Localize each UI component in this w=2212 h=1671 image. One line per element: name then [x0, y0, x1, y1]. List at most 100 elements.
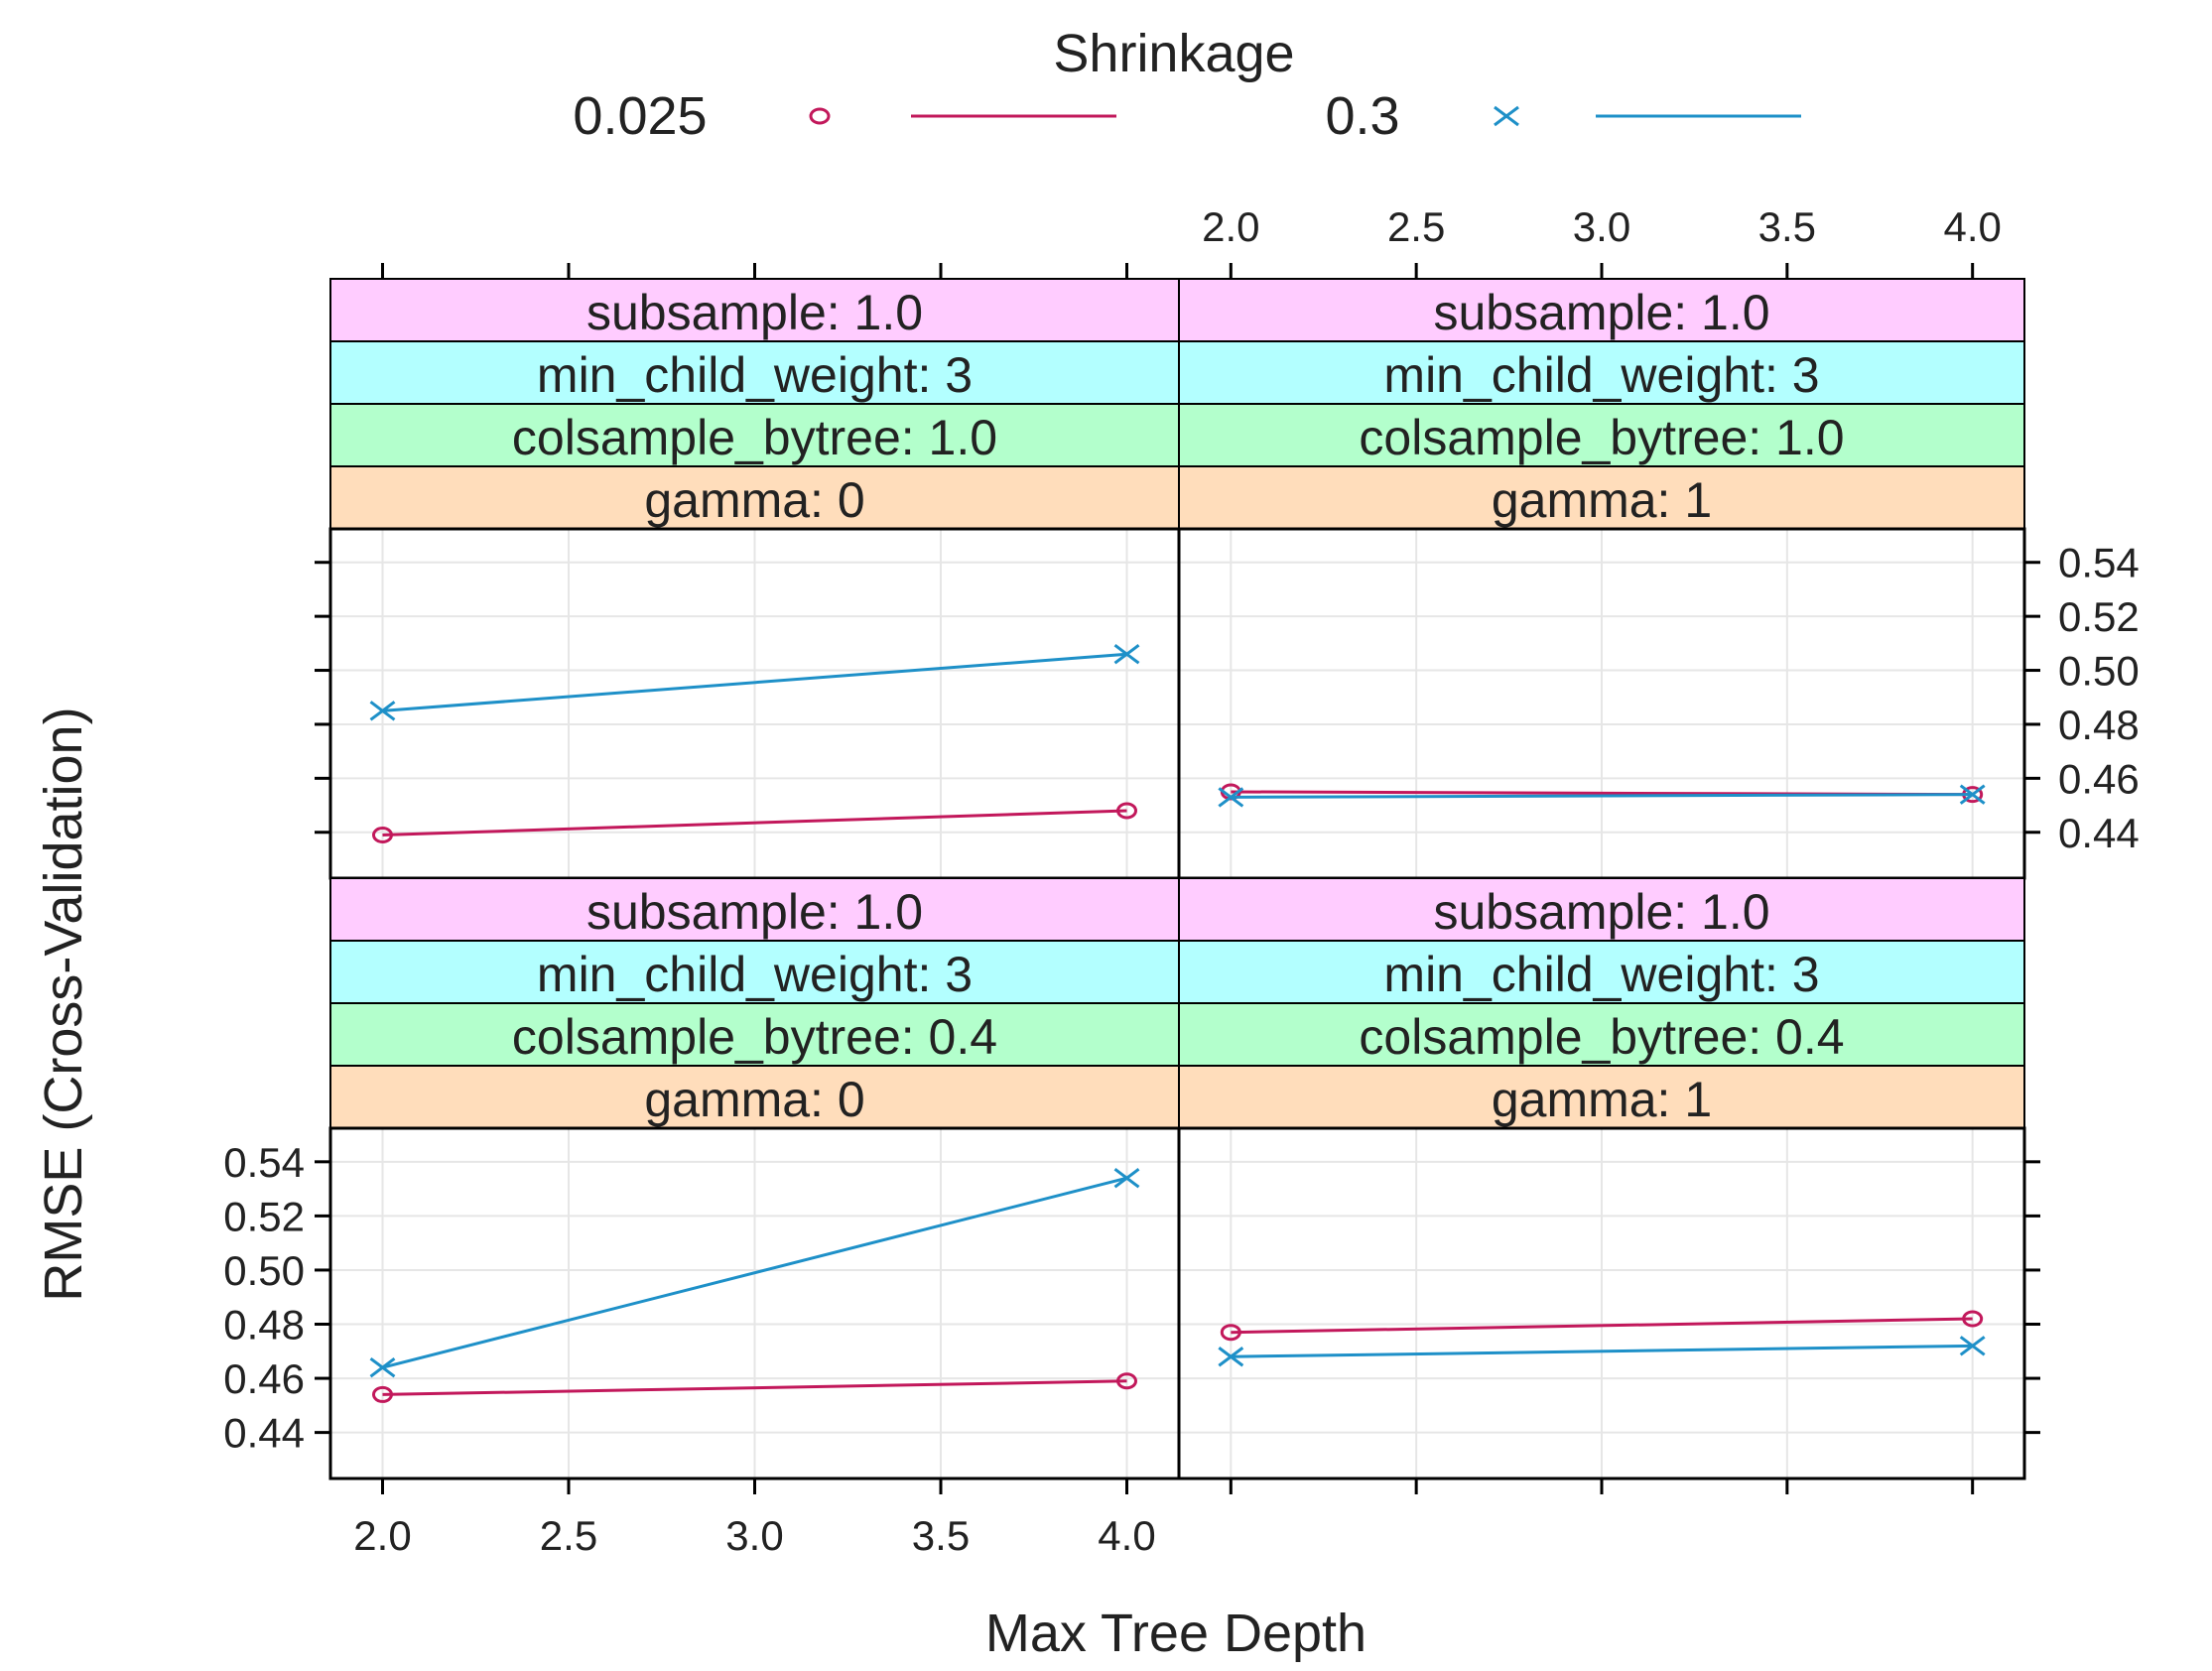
y-tick-label: 0.46 [2058, 755, 2140, 802]
y-tick-label: 0.46 [223, 1355, 305, 1402]
data-point-03-0-stroke-b [1218, 1347, 1244, 1367]
data-point-03-0 [369, 1356, 396, 1378]
y-tick-label: 0.52 [2058, 593, 2140, 640]
y-tick-label: 0.44 [223, 1410, 305, 1457]
legend-label-03: 0.3 [1325, 86, 1399, 146]
data-point-03-0-stroke-b [369, 1356, 396, 1378]
x-tick-label: 2.0 [1202, 203, 1259, 250]
x-tick-label: 2.5 [1387, 203, 1445, 250]
y-tick-label: 0.50 [2058, 648, 2140, 695]
data-point-03-0 [369, 701, 396, 721]
strip-label: min_child_weight: 3 [1383, 947, 1819, 1002]
grid [330, 1128, 1179, 1478]
panel-bottom-left: subsample: 1.0 min_child_weight: 3 colsamp… [223, 877, 1181, 1559]
x-tick-label: 2.0 [353, 1512, 411, 1559]
data-point-03-1-stroke-b [1959, 784, 1986, 805]
x-tick-label: 3.0 [725, 1512, 783, 1559]
data-point-0025-0 [1220, 1324, 1241, 1342]
data-point-03-1 [1113, 644, 1140, 665]
data-point-0025-0 [372, 826, 393, 843]
strip-label: gamma: 1 [1492, 472, 1712, 528]
data-point-0025-1 [1116, 1372, 1137, 1390]
strip-label: colsample_bytree: 0.4 [1359, 1009, 1844, 1065]
data-point-03-0-stroke-b [1218, 787, 1244, 808]
strip-label: subsample: 1.0 [1433, 884, 1769, 940]
y-tick-label: 0.50 [223, 1247, 305, 1294]
strip-min-child-weight [329, 940, 1180, 1004]
y-tick-label: 0.48 [2058, 702, 2140, 748]
strip-label: colsample_bytree: 1.0 [512, 410, 997, 465]
x-tick-label: 2.5 [540, 1512, 597, 1559]
strip-colsample-bytree [329, 1002, 1180, 1067]
data-point-03-0 [1218, 1347, 1244, 1367]
strip-label: subsample: 1.0 [1433, 285, 1769, 340]
strip-label: subsample: 1.0 [586, 884, 923, 940]
panel-top-right: subsample: 1.0 min_child_weight: 3 colsamp… [1177, 203, 2140, 880]
strip-gamma [1178, 465, 2025, 530]
data-point-03-1-stroke-b [1113, 1167, 1140, 1189]
y-tick-label: 0.44 [2058, 810, 2140, 856]
legend: Shrinkage 0.025 0.3 [573, 24, 1801, 146]
data-point-03-1 [1113, 1167, 1140, 1189]
x-axis-title: Max Tree Depth [985, 1604, 1366, 1663]
y-tick-label: 0.54 [223, 1139, 305, 1186]
legend-x-marker-icon [1494, 105, 1519, 127]
strip-gamma [329, 1065, 1180, 1129]
legend-x-marker [1494, 105, 1519, 127]
legend-circle-marker [809, 107, 831, 125]
x-tick-label: 3.0 [1573, 203, 1630, 250]
strip-label: colsample_bytree: 1.0 [1359, 410, 1844, 465]
data-point-0025-1 [1116, 802, 1137, 820]
x-tick-label: 3.5 [912, 1512, 970, 1559]
y-axis-title: RMSE (Cross-Validation) [34, 707, 93, 1301]
strip-label: min_child_weight: 3 [537, 947, 973, 1002]
data-point-03-1-stroke-b [1113, 644, 1140, 665]
strip-label: gamma: 1 [1492, 1072, 1712, 1127]
panel-bottom-right: subsample: 1.0 min_child_weight: 3 colsamp… [1177, 877, 2040, 1494]
legend-title: Shrinkage [1053, 24, 1294, 83]
panel-top-left: subsample: 1.0 min_child_weight: 3 colsamp… [315, 263, 1181, 880]
series-line-03 [382, 652, 1127, 712]
x-tick-label: 3.5 [1758, 203, 1816, 250]
y-tick-label: 0.54 [2058, 540, 2140, 586]
grid [1179, 529, 2024, 878]
strip-min-child-weight [1178, 340, 2025, 405]
y-tick-label: 0.48 [223, 1302, 305, 1349]
panels: subsample: 1.0 min_child_weight: 3 colsamp… [223, 203, 2140, 1559]
y-tick-label: 0.52 [223, 1193, 305, 1239]
strip-label: colsample_bytree: 0.4 [512, 1009, 997, 1065]
data-point-03-1 [1959, 784, 1986, 805]
data-point-03-1-stroke-b [1959, 1336, 1986, 1356]
series-line-0025 [382, 809, 1127, 836]
data-point-0025-0 [372, 1385, 393, 1403]
data-point-03-0-stroke-b [369, 701, 396, 721]
series-line-0025 [1231, 1317, 1973, 1335]
strip-gamma [1178, 1065, 2025, 1129]
strip-label: subsample: 1.0 [586, 285, 923, 340]
strip-colsample-bytree [1178, 1002, 2025, 1067]
strip-subsample [329, 877, 1180, 942]
strip-label: gamma: 0 [644, 472, 864, 528]
strip-gamma [329, 465, 1180, 530]
x-tick-label: 4.0 [1943, 203, 2001, 250]
series-line-03 [382, 1176, 1127, 1369]
legend-label-0025: 0.025 [573, 86, 707, 146]
grid [330, 529, 1179, 878]
strip-label: gamma: 0 [644, 1072, 864, 1127]
series-line-0025 [382, 1379, 1127, 1396]
strip-min-child-weight [1178, 940, 2025, 1004]
strip-label: min_child_weight: 3 [537, 347, 973, 403]
x-tick-label: 4.0 [1098, 1512, 1155, 1559]
data-point-03-0 [1218, 787, 1244, 808]
data-point-03-1 [1959, 1336, 1986, 1356]
strip-colsample-bytree [329, 403, 1180, 467]
series-line-03 [1231, 1344, 1973, 1358]
series-line-03 [1231, 793, 1973, 799]
strip-subsample [1178, 278, 2025, 342]
strip-subsample [1178, 877, 2025, 942]
strip-label: min_child_weight: 3 [1383, 347, 1819, 403]
legend-x-marker-stroke-b [1494, 105, 1519, 127]
strip-colsample-bytree [1178, 403, 2025, 467]
legend-circle-marker-icon [809, 107, 831, 125]
